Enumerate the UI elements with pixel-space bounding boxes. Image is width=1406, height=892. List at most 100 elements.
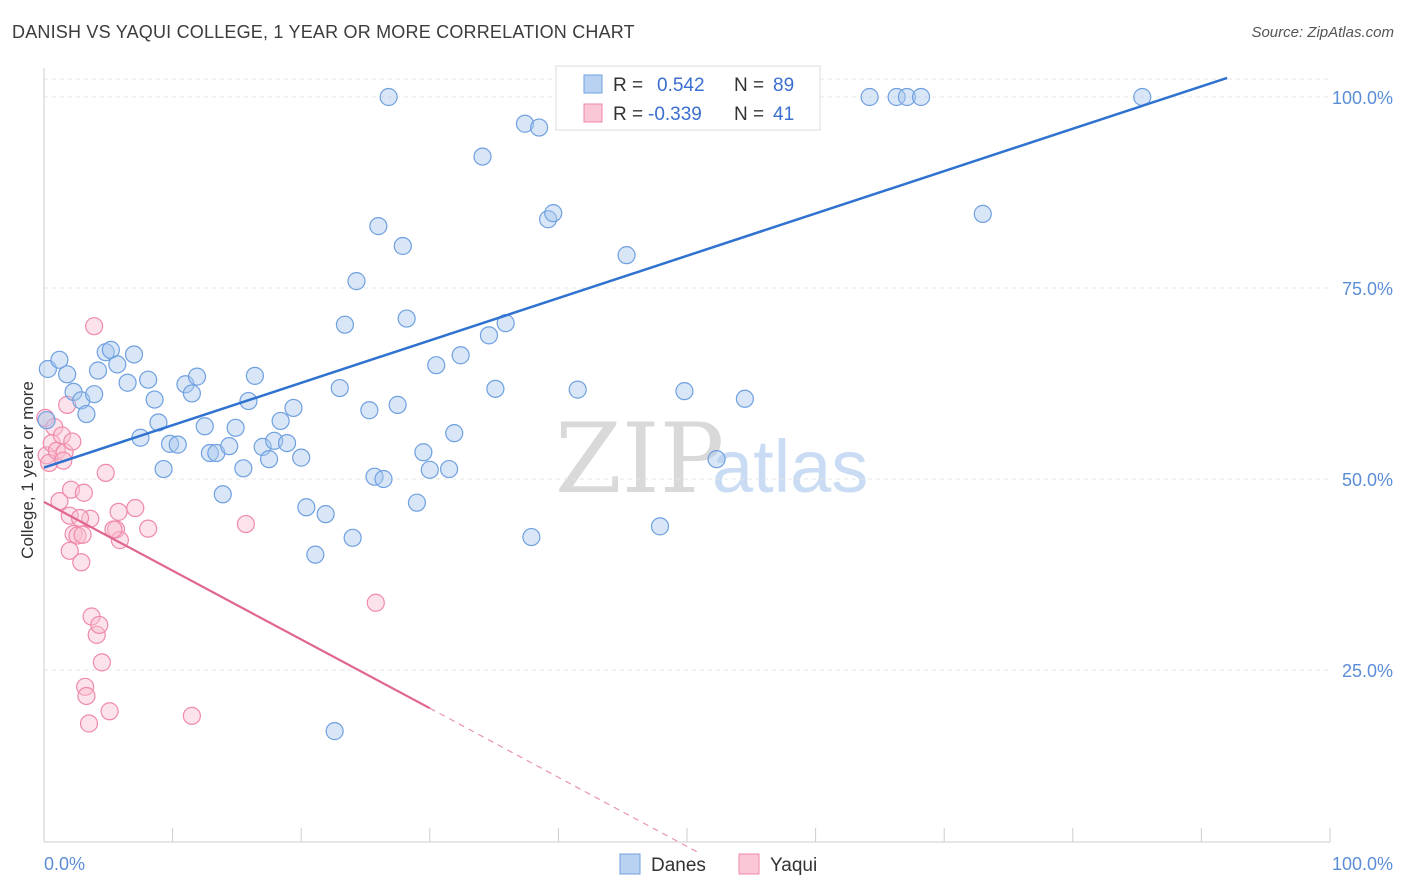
trend-lines [43, 76, 1228, 854]
yaqui-point [126, 498, 145, 518]
yaqui-point [79, 714, 99, 733]
y-tick-label: 50.0% [1342, 470, 1393, 490]
legend-danes-n-value: 89 [773, 75, 794, 96]
yaqui-point [77, 686, 96, 706]
danes-point [145, 390, 164, 409]
danes-point [187, 367, 207, 386]
legend-danes-r-value: 0.542 [657, 75, 705, 96]
danes-point [85, 385, 104, 404]
danes-point [522, 527, 541, 547]
yaqui-point [85, 317, 104, 336]
danes-point [973, 204, 992, 223]
danes-point [544, 204, 563, 223]
legend-danes-r-label: R = [613, 75, 643, 96]
danes-point [393, 236, 412, 256]
watermark: ZIP atlas [555, 403, 868, 515]
danes-point [226, 418, 245, 437]
x-ticks [43, 828, 1331, 842]
danes-point [325, 722, 344, 741]
danes-point [374, 469, 393, 489]
yaqui-point [366, 593, 385, 612]
danes-point [195, 417, 214, 436]
yaqui-point [139, 519, 158, 538]
series-legend: Danes Yaqui [619, 853, 817, 876]
yaqui-point [236, 514, 256, 534]
danes-point [88, 361, 108, 380]
danes-point [420, 460, 439, 479]
yaqui-point [74, 483, 93, 502]
danes-point [407, 493, 427, 512]
danes-point [234, 459, 253, 478]
danes-point [245, 366, 265, 385]
yaqui-point [90, 615, 109, 635]
x-tick-label-max: 100.0% [1332, 854, 1393, 874]
legend-swatch-yaqui [583, 103, 603, 123]
yaqui-trend-line-dashed [429, 707, 701, 854]
correlation-legend: R = 0.542 N = 89 R = -0.339 N = 41 [555, 65, 821, 131]
legend-yaqui-n-value: 41 [773, 104, 794, 125]
yaqui-point [72, 553, 91, 572]
danes-point [887, 87, 906, 107]
yaqui-trend-line [43, 500, 431, 710]
danes-point [530, 118, 549, 137]
danes-point [735, 389, 754, 408]
danes-point [707, 450, 726, 469]
danes-point [306, 545, 325, 564]
danes-point [347, 272, 366, 291]
danes-point [220, 437, 239, 456]
y-tick-labels: 100.0% 75.0% 50.0% 25.0% [1332, 88, 1393, 681]
danes-point [284, 398, 303, 418]
danes-point [486, 379, 505, 398]
danes-point [379, 87, 398, 107]
danes-point [168, 435, 187, 454]
yaqui-point [63, 432, 82, 451]
danes-point [200, 443, 219, 463]
legend-yaqui-n-label: N = [734, 104, 764, 125]
danes-point [414, 443, 433, 462]
danes-point [37, 411, 56, 430]
y-tick-label: 75.0% [1342, 279, 1393, 299]
yaqui-point [73, 525, 92, 544]
danes-point [271, 411, 290, 431]
yaqui-point [96, 463, 115, 482]
danes-point [50, 350, 69, 369]
danes-point [213, 485, 232, 504]
watermark-atlas: atlas [712, 425, 868, 508]
y-tick-label: 100.0% [1332, 88, 1393, 108]
danes-point [360, 401, 379, 420]
chart-title: DANISH VS YAQUI COLLEGE, 1 YEAR OR MORE … [12, 22, 635, 42]
danes-point [297, 498, 316, 517]
danes-point [568, 380, 587, 399]
danes-point [451, 346, 470, 365]
bottom-legend-swatch-yaqui [738, 853, 760, 875]
danes-point [335, 315, 355, 334]
danes-point [58, 365, 77, 384]
danes-point [108, 355, 127, 374]
danes-point [650, 517, 670, 536]
danes-point [77, 404, 96, 424]
yaqui-point [60, 541, 79, 560]
x-tick-label-min: 0.0% [44, 854, 85, 874]
danes-point [439, 459, 459, 479]
danes-point [124, 345, 144, 364]
bottom-legend-yaqui: Yaqui [770, 855, 817, 876]
watermark-zip: ZIP [555, 403, 724, 515]
danes-point [479, 326, 499, 345]
danes-point [515, 114, 535, 133]
legend-yaqui-r-value: -0.339 [648, 104, 702, 125]
yaqui-point [182, 706, 201, 725]
danes-point [473, 147, 492, 166]
danes-point [277, 433, 297, 453]
danes-trend-line [43, 76, 1228, 469]
danes-point [330, 378, 349, 398]
legend-danes-n-label: N = [734, 75, 764, 96]
legend-swatch-danes [583, 74, 603, 94]
source-label: Source: ZipAtlas.com [1251, 24, 1394, 41]
danes-point [139, 370, 158, 389]
danes-point [445, 424, 464, 443]
yaqui-point [100, 702, 119, 721]
danes-point [316, 505, 335, 524]
y-tick-label: 25.0% [1342, 661, 1393, 681]
yaqui-point [109, 502, 128, 521]
